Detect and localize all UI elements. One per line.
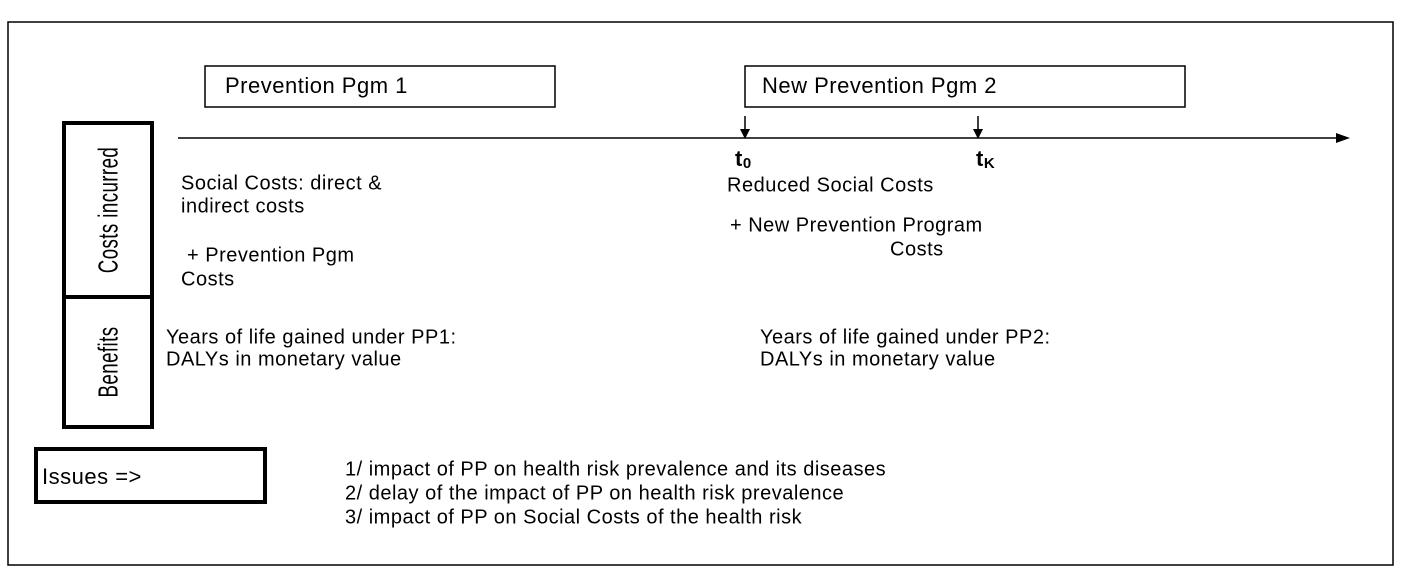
arrow-head <box>1336 133 1350 143</box>
cost-text: Costs <box>890 238 944 260</box>
issues-box <box>34 447 267 504</box>
issue-item: 2/ delay of the impact of PP on health r… <box>345 482 844 504</box>
cost-text: Social Costs: direct & <box>181 172 382 194</box>
benefit-text: DALYs in monetary value <box>166 348 402 370</box>
program-label: New Prevention Pgm 2 <box>762 73 997 98</box>
cost-text: Reduced Social Costs <box>727 174 934 196</box>
time-base: t <box>976 146 984 171</box>
row-label: Costs incurred <box>93 147 123 273</box>
arrow-head <box>973 129 983 139</box>
benefit-text: Years of life gained under PP2: <box>760 326 1051 348</box>
program-box <box>744 65 1186 108</box>
issue-item: 1/ impact of PP on health risk prevalenc… <box>345 458 886 480</box>
time-sub: K <box>984 155 995 172</box>
time-mark: tK <box>976 146 995 172</box>
time-sub: 0 <box>743 155 752 172</box>
time-base: t <box>735 146 743 171</box>
cost-text: + Prevention Pgm <box>187 244 355 266</box>
frame <box>7 21 1394 566</box>
issue-item: 3/ impact of PP on Social Costs of the h… <box>345 506 803 528</box>
row-label: Benefits <box>93 327 123 398</box>
cost-text: Costs <box>181 268 235 290</box>
row-box <box>62 295 154 429</box>
program-label: Prevention Pgm 1 <box>225 73 408 98</box>
program-box <box>204 65 556 108</box>
benefit-text: DALYs in monetary value <box>760 348 996 370</box>
benefit-text: Years of life gained under PP1: <box>166 326 457 348</box>
cost-text: indirect costs <box>181 195 305 217</box>
arrow-head <box>740 129 750 139</box>
time-mark: t0 <box>735 146 752 172</box>
issues-label: Issues => <box>42 464 142 489</box>
cost-text: + New Prevention Program <box>730 214 983 236</box>
